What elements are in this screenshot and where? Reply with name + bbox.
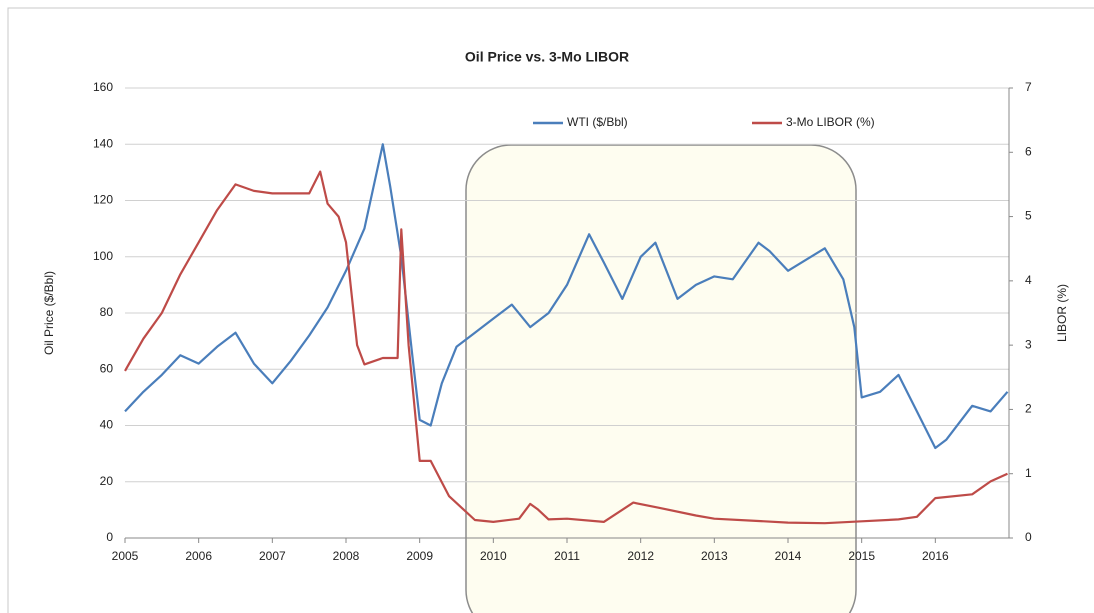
y2-axis-label: LIBOR (%) bbox=[1055, 284, 1069, 342]
y-tick-label: 100 bbox=[93, 249, 113, 263]
x-tick-label: 2015 bbox=[848, 549, 875, 563]
x-tick-label: 2006 bbox=[185, 549, 212, 563]
y-tick-label: 0 bbox=[106, 530, 113, 544]
y-tick-label: 80 bbox=[100, 305, 114, 319]
x-tick-label: 2014 bbox=[775, 549, 802, 563]
y2-tick-label: 7 bbox=[1025, 80, 1032, 94]
y-tick-label: 160 bbox=[93, 80, 113, 94]
x-tick-label: 2012 bbox=[627, 549, 654, 563]
line-series bbox=[124, 143, 1009, 450]
y-tick-label: 20 bbox=[100, 474, 114, 488]
y2-tick-label: 4 bbox=[1025, 273, 1032, 287]
x-tick-label: 2013 bbox=[701, 549, 728, 563]
line-series bbox=[124, 170, 1008, 525]
y-tick-label: 40 bbox=[100, 418, 114, 432]
x-tick-label: 2005 bbox=[112, 549, 139, 563]
x-tick-label: 2016 bbox=[922, 549, 949, 563]
x-tick-label: 2010 bbox=[480, 549, 507, 563]
x-tick-label: 2007 bbox=[259, 549, 286, 563]
legend-label: 3-Mo LIBOR (%) bbox=[786, 115, 875, 129]
y-tick-label: 60 bbox=[100, 361, 114, 375]
y2-tick-label: 3 bbox=[1025, 337, 1032, 351]
y2-tick-label: 1 bbox=[1025, 466, 1032, 480]
y2-tick-label: 0 bbox=[1025, 530, 1032, 544]
y-axis-label: Oil Price ($/Bbl) bbox=[42, 271, 56, 355]
y2-tick-label: 5 bbox=[1025, 209, 1032, 223]
x-tick-label: 2008 bbox=[333, 549, 360, 563]
x-tick-label: 2011 bbox=[554, 549, 580, 563]
y2-tick-label: 2 bbox=[1025, 402, 1032, 416]
y-tick-label: 120 bbox=[93, 193, 113, 207]
legend-label: WTI ($/Bbl) bbox=[567, 115, 628, 129]
highlight-box bbox=[465, 144, 857, 613]
y-tick-label: 140 bbox=[93, 136, 113, 150]
x-tick-label: 2009 bbox=[406, 549, 433, 563]
y2-tick-label: 6 bbox=[1025, 144, 1032, 158]
chart-title: Oil Price vs. 3-Mo LIBOR bbox=[465, 49, 629, 65]
